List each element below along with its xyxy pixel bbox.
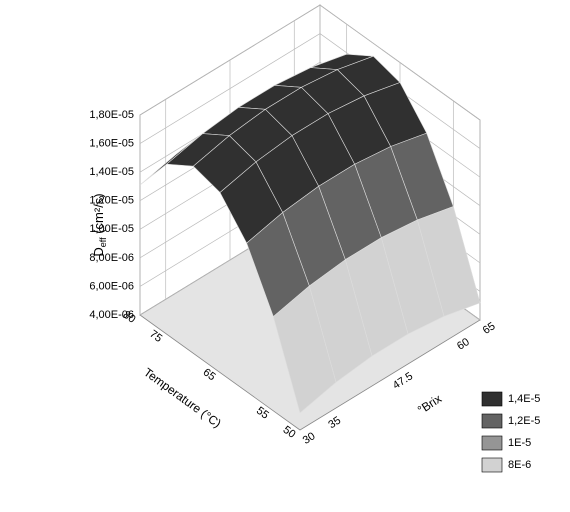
b-tick-label: 35 [326,415,343,432]
b-axis-title: °Brix [415,391,444,417]
z-tick-label: 1,40E-05 [89,166,134,178]
surface [139,53,481,414]
t-tick-label: 80 [121,309,138,326]
z-tick-label: 1,00E-05 [89,223,134,235]
t-tick-label: 65 [201,366,218,383]
t-tick-label: 75 [147,328,164,345]
b-tick-label: 60 [455,336,472,353]
legend-swatch [481,391,503,407]
b-tick-label: 30 [301,430,318,447]
z-axis-title: Deff (cm²/s) [91,193,108,256]
b-tick-label: 65 [481,320,498,337]
z-title-main: D [91,247,106,256]
surface-cell [272,285,337,414]
legend-label: 8E-6 [508,459,531,471]
z-tick-label: 6,00E-06 [89,280,134,292]
z-tick-label: 8,00E-06 [89,252,134,264]
t-tick-label: 50 [281,424,298,441]
b-tick-label: 47.5 [391,370,416,392]
t-tick-label: 55 [254,405,271,422]
z-tick-label: 1,60E-05 [89,137,134,149]
z-title-sub: eff [98,237,108,247]
legend-swatch [481,457,503,473]
legend-label: 1,2E-5 [508,415,540,427]
legend-swatch [481,435,503,451]
z-tick-label: 1,20E-05 [89,195,134,207]
z-tick-label: 4,00E-06 [89,309,134,321]
legend-swatch [481,413,503,429]
legend-label: 1,4E-5 [508,393,540,405]
legend-label: 1E-5 [508,437,531,449]
z-tick-label: 1,80E-05 [89,109,134,121]
z-title-unit: (cm²/s) [91,193,106,237]
